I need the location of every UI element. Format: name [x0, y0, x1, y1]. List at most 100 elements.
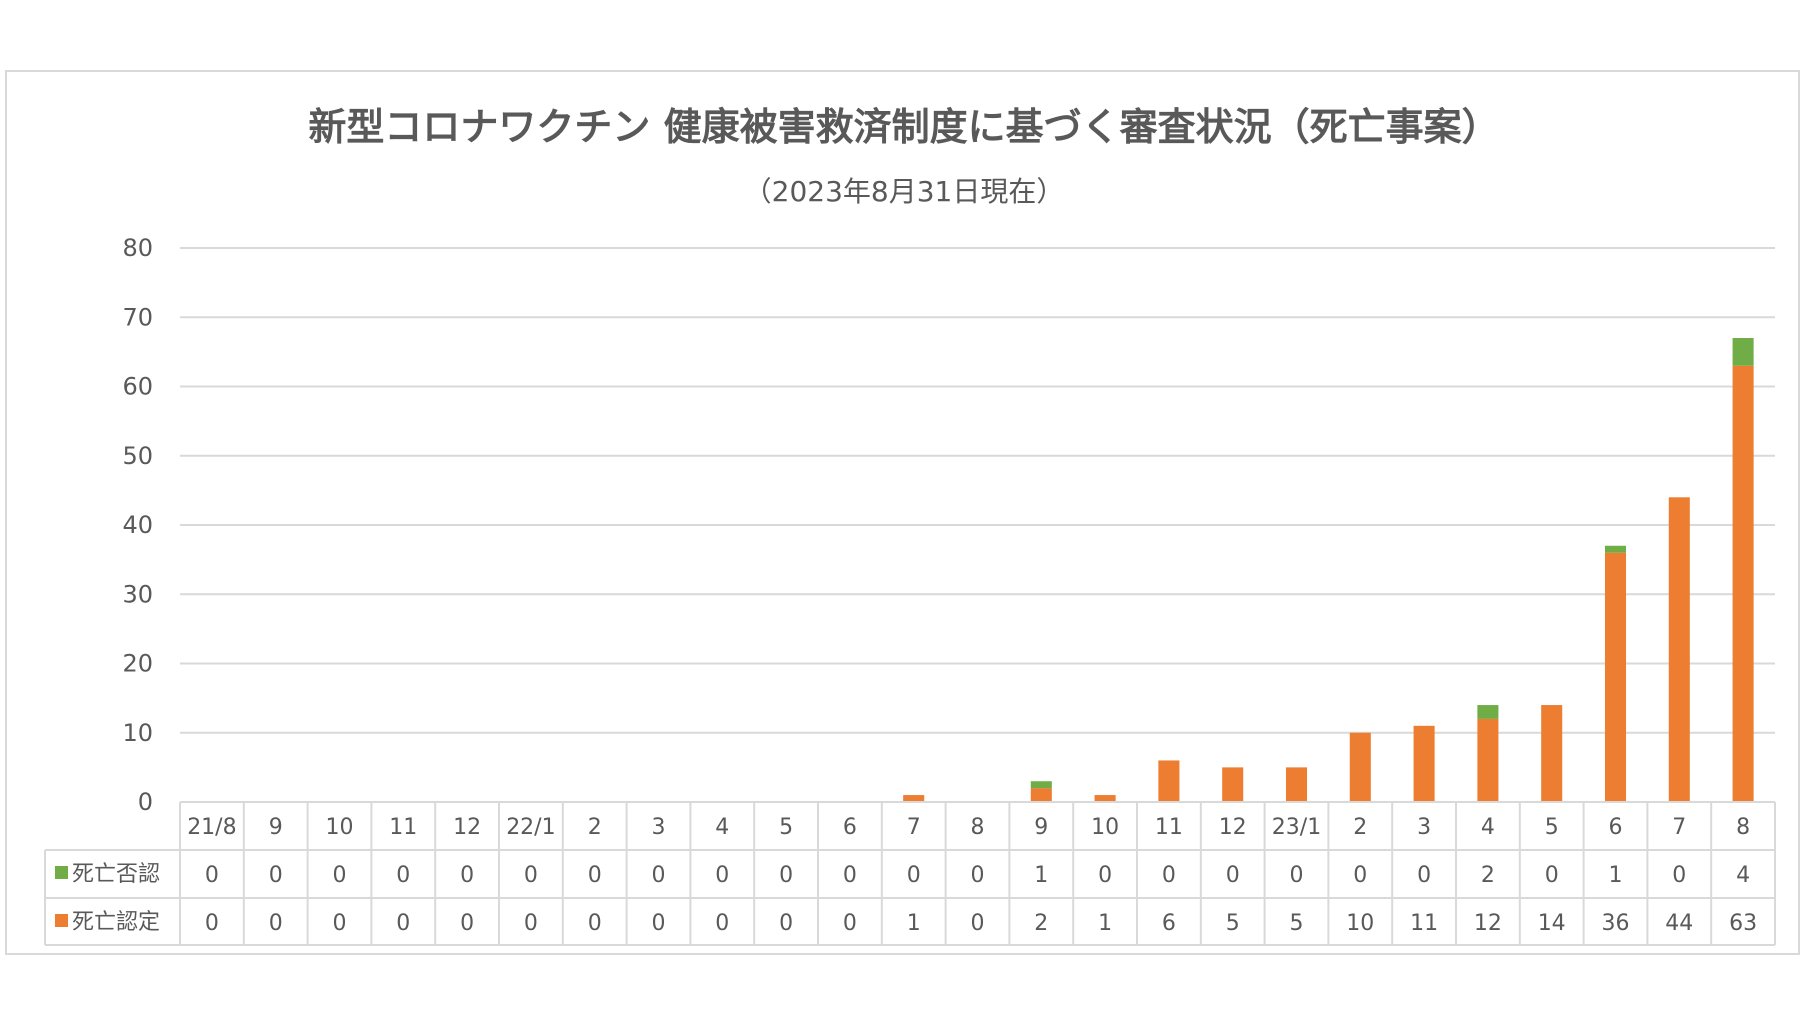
data-table-cell: 0	[779, 911, 793, 936]
data-table-cell: 0	[779, 863, 793, 888]
data-table-cell: 0	[205, 863, 219, 888]
category-label: 10	[1091, 815, 1119, 840]
category-label: 6	[843, 815, 857, 840]
data-table-cell: 1	[1609, 863, 1623, 888]
y-tick-label: 60	[122, 373, 153, 401]
category-label: 21/8	[187, 815, 236, 840]
bar-approved	[1413, 725, 1435, 802]
category-label: 12	[1219, 815, 1247, 840]
data-table-cell: 0	[1417, 863, 1431, 888]
bar-denied	[1477, 705, 1499, 719]
category-label: 11	[1155, 815, 1183, 840]
y-tick-label: 20	[122, 650, 153, 678]
category-label: 6	[1609, 815, 1623, 840]
category-label: 2	[1353, 815, 1367, 840]
data-table-cell: 0	[843, 911, 857, 936]
data-table-cell: 0	[971, 911, 985, 936]
data-table-cell: 0	[1226, 863, 1240, 888]
category-label: 8	[971, 815, 985, 840]
category-label: 3	[652, 815, 666, 840]
category-label: 7	[1672, 815, 1686, 840]
y-tick-label: 0	[138, 788, 153, 816]
data-table-cell: 0	[269, 911, 283, 936]
bar-denied	[1732, 338, 1754, 366]
category-label: 5	[779, 815, 793, 840]
data-table-cell: 6	[1162, 911, 1176, 936]
data-table-cell: 0	[588, 863, 602, 888]
data-table-cell: 0	[396, 911, 410, 936]
data-table-cell: 0	[460, 863, 474, 888]
data-table-cell: 0	[715, 911, 729, 936]
data-table-cell: 44	[1665, 911, 1693, 936]
data-table-cell: 1	[1034, 863, 1048, 888]
bar-approved	[1030, 788, 1052, 802]
data-table-cell: 0	[715, 863, 729, 888]
data-table-cell: 0	[1672, 863, 1686, 888]
category-label: 8	[1736, 815, 1750, 840]
data-table-cell: 1	[907, 911, 921, 936]
data-table-cell: 0	[396, 863, 410, 888]
data-table-cell: 0	[524, 911, 538, 936]
data-table-cell: 0	[333, 863, 347, 888]
category-label: 3	[1417, 815, 1431, 840]
data-table-cell: 12	[1474, 911, 1502, 936]
data-table-cell: 0	[460, 911, 474, 936]
category-label: 12	[453, 815, 481, 840]
y-tick-label: 80	[122, 234, 153, 262]
category-label: 2	[588, 815, 602, 840]
category-label: 7	[907, 815, 921, 840]
category-label: 11	[389, 815, 417, 840]
bar-approved	[1604, 552, 1627, 802]
y-tick-label: 30	[122, 580, 153, 608]
data-table-cell: 5	[1290, 911, 1304, 936]
bar-approved	[1094, 795, 1116, 802]
data-table-cell: 4	[1736, 863, 1750, 888]
bar-approved	[1477, 718, 1499, 802]
data-table-cell: 5	[1226, 911, 1240, 936]
data-table-cell: 0	[1290, 863, 1304, 888]
data-table-cell: 0	[524, 863, 538, 888]
data-table-cell: 0	[1545, 863, 1559, 888]
category-label: 23/1	[1272, 815, 1321, 840]
bar-approved	[1158, 760, 1180, 802]
data-table-cell: 0	[269, 863, 283, 888]
legend-key	[55, 914, 68, 927]
y-tick-label: 70	[122, 303, 153, 331]
category-label: 9	[269, 815, 283, 840]
y-tick-label: 50	[122, 442, 153, 470]
data-table-cell: 0	[652, 863, 666, 888]
category-label: 10	[326, 815, 354, 840]
y-tick-label: 10	[122, 719, 153, 747]
data-table-cell: 36	[1602, 911, 1630, 936]
data-table-cell: 14	[1538, 911, 1566, 936]
data-table-cell: 0	[1098, 863, 1112, 888]
data-table-cell: 63	[1729, 911, 1757, 936]
category-label: 5	[1545, 815, 1559, 840]
data-table-cell: 0	[971, 863, 985, 888]
legend-label: 死亡否認	[72, 862, 160, 887]
data-table-cell: 11	[1410, 911, 1438, 936]
category-label: 4	[715, 815, 729, 840]
data-table-cell: 10	[1346, 911, 1374, 936]
bar-approved	[1349, 732, 1371, 802]
data-table-cell: 0	[907, 863, 921, 888]
chart-frame	[5, 70, 1800, 955]
bar-approved	[1732, 365, 1754, 802]
data-table-cell: 0	[333, 911, 347, 936]
data-table-cell: 0	[652, 911, 666, 936]
bar-approved	[1285, 767, 1308, 802]
legend-label: 死亡認定	[72, 910, 160, 935]
category-label: 22/1	[506, 815, 555, 840]
chart-subtitle: （2023年8月31日現在）	[743, 175, 1065, 208]
bar-approved	[1668, 497, 1690, 802]
bar-approved	[1222, 767, 1244, 802]
data-table-cell: 0	[1162, 863, 1176, 888]
bar-approved	[903, 795, 925, 802]
data-table-cell: 1	[1098, 911, 1112, 936]
chart-title: 新型コロナワクチン 健康被害救済制度に基づく審査状況（死亡事案）	[308, 105, 1500, 149]
data-table-cell: 2	[1034, 911, 1048, 936]
data-table-cell: 0	[843, 863, 857, 888]
data-table-cell: 0	[205, 911, 219, 936]
data-table-cell: 0	[1353, 863, 1367, 888]
